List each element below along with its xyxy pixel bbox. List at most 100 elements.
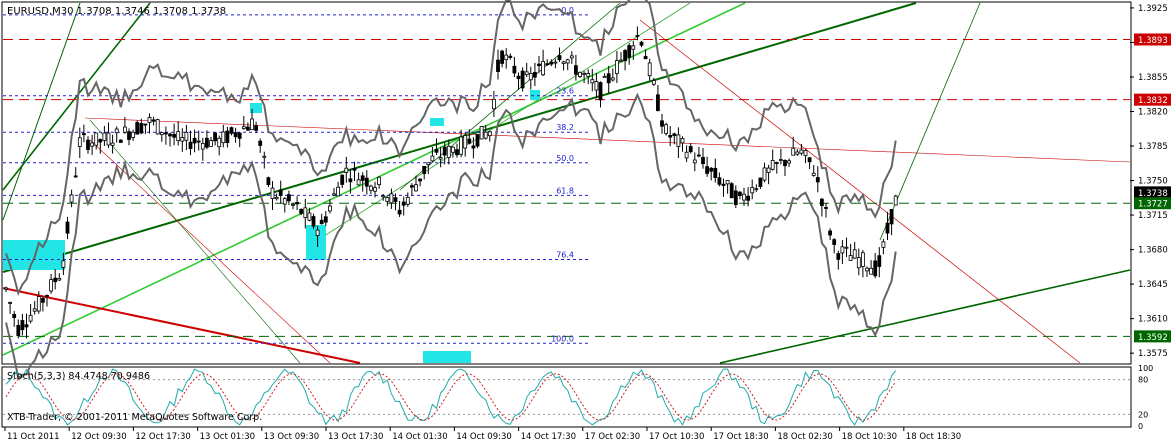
candle-body xyxy=(463,135,468,149)
candle-body xyxy=(77,137,82,147)
candle-body xyxy=(820,198,824,206)
candle-body xyxy=(688,146,693,153)
candle-body xyxy=(565,59,570,64)
candle-body xyxy=(832,239,837,245)
candle-body xyxy=(569,55,574,59)
band-lower xyxy=(5,92,897,381)
candle-body xyxy=(729,183,734,199)
candle-body xyxy=(631,45,636,50)
candle-body xyxy=(278,189,283,196)
candle-body xyxy=(668,135,673,138)
candle-body xyxy=(221,131,226,144)
x-tick-label: 11 Oct 2011 xyxy=(7,432,60,442)
highlight-box xyxy=(250,103,262,113)
candle-body xyxy=(713,167,718,179)
candle-body xyxy=(319,219,324,225)
candle-body xyxy=(647,62,652,77)
candle-body xyxy=(364,177,369,187)
candle-body xyxy=(131,131,136,138)
candle-body xyxy=(893,195,898,206)
fib-label: 38.2 xyxy=(556,123,574,132)
candle-body xyxy=(705,166,709,174)
x-tick-label: 18 Oct 10:30 xyxy=(842,432,897,442)
candle-body xyxy=(758,177,763,187)
candle-body xyxy=(807,157,812,163)
candle-body xyxy=(41,298,45,303)
price-marker-label: 1.3893 xyxy=(1138,36,1168,46)
candle-body xyxy=(188,141,193,150)
fib-label: 0.0 xyxy=(561,6,574,15)
candle-body xyxy=(233,132,238,138)
candle-body xyxy=(865,267,869,272)
candle-body xyxy=(159,132,164,136)
candle-body xyxy=(250,118,254,131)
candle-body xyxy=(106,132,111,146)
candle-body xyxy=(192,137,197,144)
price-marker-box xyxy=(1134,93,1171,106)
candle-body xyxy=(770,159,775,170)
band-upper xyxy=(5,0,897,296)
candle-body xyxy=(877,255,882,267)
candle-body xyxy=(82,133,86,136)
candle-body xyxy=(578,71,582,77)
candle-body xyxy=(533,72,537,78)
x-tick-label: 12 Oct 17:30 xyxy=(135,432,190,442)
candle-body xyxy=(291,203,295,206)
candle-body xyxy=(4,287,8,290)
candle-body xyxy=(61,260,66,268)
candle-body xyxy=(323,216,328,223)
candle-body xyxy=(725,179,730,185)
fib-label: 50.0 xyxy=(556,154,574,163)
candle-body xyxy=(676,134,681,147)
candle-body xyxy=(200,143,205,150)
candle-body xyxy=(541,61,545,76)
candle-body xyxy=(738,191,742,197)
candle-body xyxy=(282,198,287,205)
candle-body xyxy=(766,167,771,173)
y-tick-label: 1.3610 xyxy=(1138,315,1168,325)
candle-body xyxy=(274,196,279,200)
candle-body xyxy=(168,133,172,137)
candle-body xyxy=(873,260,878,277)
candle-body xyxy=(180,137,185,142)
candle-body xyxy=(664,124,668,134)
x-tick-label: 14 Oct 01:30 xyxy=(392,432,447,442)
candle-body xyxy=(750,187,755,194)
candle-body xyxy=(32,308,37,312)
candle-body xyxy=(852,249,857,259)
osc-tick-label: 80 xyxy=(1138,376,1148,385)
trend-line xyxy=(639,19,1081,364)
highlight-box xyxy=(430,118,444,126)
candle-body xyxy=(623,50,627,62)
candle-body xyxy=(381,195,386,198)
trend-line xyxy=(2,287,361,364)
candle-body xyxy=(643,56,648,60)
candle-body xyxy=(123,126,127,133)
candle-body xyxy=(828,230,832,236)
candle-body xyxy=(885,222,890,234)
candle-body xyxy=(245,126,250,131)
candle-body xyxy=(229,127,234,134)
trend-line xyxy=(309,2,691,246)
x-tick-label: 17 Oct 18:30 xyxy=(713,432,768,442)
candle-body xyxy=(307,212,312,221)
candle-body xyxy=(135,122,140,135)
candle-body xyxy=(483,131,488,139)
candle-body xyxy=(651,79,656,85)
candle-body xyxy=(98,139,103,143)
candle-body xyxy=(836,253,841,260)
candle-body xyxy=(586,73,591,77)
candle-body xyxy=(377,176,382,185)
candle-body xyxy=(787,160,791,164)
candle-body xyxy=(520,70,525,89)
candle-body xyxy=(594,81,599,91)
candle-body xyxy=(717,177,722,185)
candle-body xyxy=(295,202,300,205)
candle-body xyxy=(127,131,131,140)
candle-body xyxy=(53,277,58,283)
price-marker-label: 1.3592 xyxy=(1138,333,1168,343)
trend-line xyxy=(719,269,1131,364)
candle-body xyxy=(332,193,336,196)
candle-body xyxy=(45,295,49,297)
